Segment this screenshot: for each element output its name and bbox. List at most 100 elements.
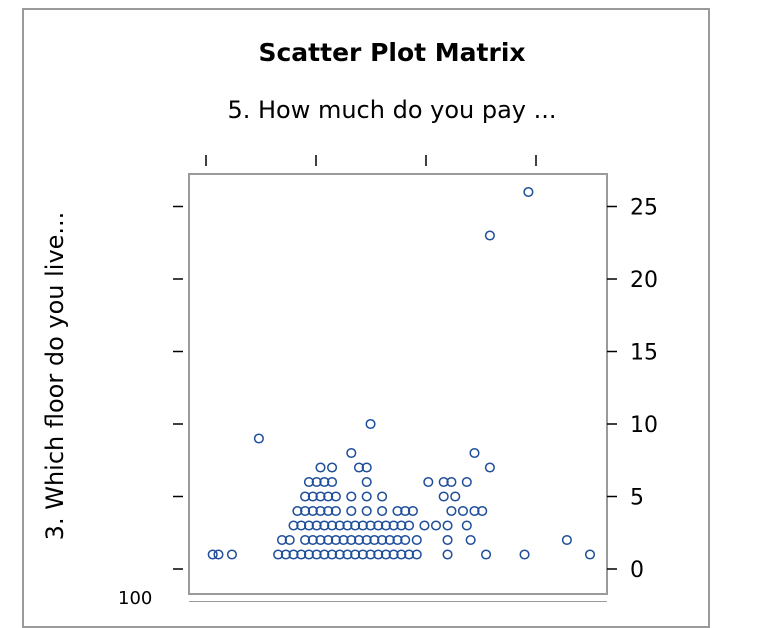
data-point <box>280 549 291 560</box>
data-point <box>319 549 330 560</box>
data-point <box>361 491 372 502</box>
data-point <box>288 549 299 560</box>
data-point <box>484 230 495 241</box>
data-point <box>584 549 596 560</box>
data-point <box>438 476 449 488</box>
y-tick-label: 5 <box>630 486 644 511</box>
data-point <box>338 534 349 546</box>
data-point <box>361 476 372 488</box>
data-point <box>361 505 372 517</box>
data-point <box>396 549 407 560</box>
data-point <box>288 520 299 531</box>
data-point <box>284 534 295 546</box>
data-point <box>303 549 315 560</box>
data-point <box>481 549 492 560</box>
y-tick-label: 20 <box>630 268 658 293</box>
data-point <box>419 520 430 531</box>
data-point <box>446 476 457 488</box>
data-point <box>377 505 388 517</box>
data-point <box>346 447 357 459</box>
data-point <box>411 549 422 560</box>
y-tick-label: 10 <box>630 413 658 438</box>
data-point <box>450 491 461 502</box>
data-point <box>561 534 572 546</box>
data-point <box>404 520 415 531</box>
data-point <box>365 549 376 560</box>
data-point <box>361 534 372 546</box>
data-point <box>392 505 403 517</box>
data-point <box>319 520 330 531</box>
data-point <box>438 491 449 502</box>
data-point <box>430 520 442 531</box>
data-point <box>300 534 311 546</box>
data-point <box>484 462 495 473</box>
data-point <box>469 505 480 517</box>
data-point <box>353 462 365 473</box>
data-point <box>457 505 469 517</box>
data-point <box>519 549 530 560</box>
data-point <box>319 476 330 488</box>
data-point <box>346 534 357 546</box>
data-point <box>323 505 334 517</box>
data-point <box>334 549 345 560</box>
data-point <box>442 520 453 531</box>
data-point <box>411 534 422 546</box>
data-point <box>369 534 380 546</box>
y-tick-label: 25 <box>630 196 658 221</box>
data-point <box>400 534 411 546</box>
data-point <box>365 520 376 531</box>
data-point <box>346 505 357 517</box>
data-point <box>465 534 476 546</box>
data-point <box>307 534 318 546</box>
data-point <box>407 505 418 517</box>
data-point <box>334 520 345 531</box>
data-point <box>330 534 341 546</box>
data-point <box>361 462 372 473</box>
data-point <box>373 549 384 560</box>
data-point <box>442 534 453 546</box>
data-point <box>307 491 318 502</box>
data-point <box>327 462 338 473</box>
data-point <box>207 549 218 560</box>
data-point <box>388 520 399 531</box>
data-point <box>292 505 303 517</box>
data-point <box>226 549 237 560</box>
data-point <box>296 520 307 531</box>
data-point <box>346 491 357 502</box>
data-point <box>323 491 334 502</box>
data-point <box>523 186 534 198</box>
data-point <box>330 505 341 517</box>
data-point <box>380 520 392 531</box>
data-point <box>353 534 365 546</box>
data-point <box>342 520 353 531</box>
data-point <box>311 476 322 488</box>
data-point <box>327 549 338 560</box>
data-point <box>315 491 326 502</box>
y-tick-label: 0 <box>630 558 644 583</box>
data-point <box>377 491 388 502</box>
data-point <box>442 549 453 560</box>
data-point <box>303 476 315 488</box>
data-point <box>327 476 338 488</box>
column-variable-label: 5. How much do you pay ... <box>227 96 557 124</box>
data-point <box>330 491 341 502</box>
y-tick-label: 15 <box>630 341 658 366</box>
data-point <box>380 549 392 560</box>
plot-panel-border <box>188 173 608 595</box>
data-point <box>357 549 368 560</box>
data-point <box>423 476 434 488</box>
data-point <box>373 520 384 531</box>
data-point <box>392 534 403 546</box>
data-point <box>377 534 388 546</box>
data-point <box>384 534 395 546</box>
data-point <box>323 534 334 546</box>
data-point <box>350 549 361 560</box>
data-point <box>469 447 480 459</box>
data-point <box>303 520 315 531</box>
data-point <box>276 534 288 546</box>
data-point <box>315 534 326 546</box>
data-point <box>300 491 311 502</box>
data-point <box>388 549 399 560</box>
data-point <box>446 505 457 517</box>
data-point <box>357 520 368 531</box>
